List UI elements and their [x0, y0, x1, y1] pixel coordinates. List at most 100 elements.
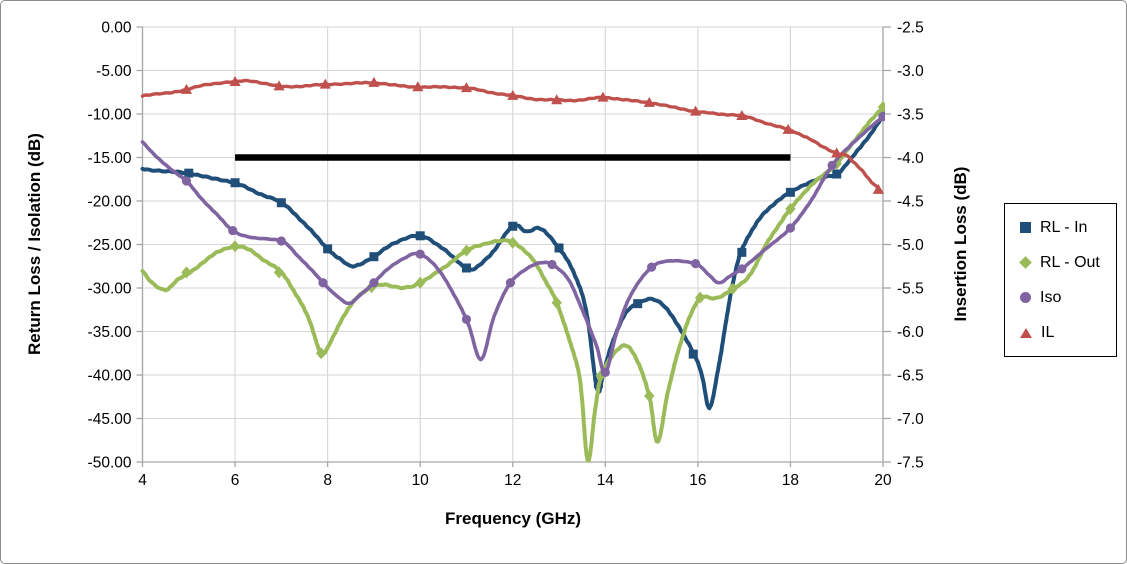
- circle-marker-icon: [737, 264, 747, 274]
- y-right-tick-label: -7.5: [897, 455, 924, 472]
- diamond-marker-icon: [877, 101, 885, 114]
- circle-marker-icon: [181, 176, 192, 186]
- legend-item-rl-in[interactable]: RL - In: [1020, 219, 1112, 237]
- y-right-tick-label: -5.5: [897, 281, 924, 298]
- y-right-tick-label: -5.0: [897, 237, 924, 254]
- square-marker-icon: [415, 231, 425, 241]
- series-iso[interactable]: [140, 112, 888, 377]
- square-marker-icon: [785, 187, 795, 197]
- triangle-marker-icon: [273, 80, 285, 91]
- x-tick-label: 16: [689, 472, 706, 489]
- circle-marker-icon: [461, 314, 472, 324]
- series-line: [140, 78, 882, 192]
- legend-item-iso[interactable]: Iso: [1020, 289, 1112, 307]
- triangle-marker-icon: [412, 81, 424, 92]
- tick-labels: 0.00 -5.00 -10.00 -15.00 -20.00 -25.00 -30.00 -…: [88, 20, 925, 490]
- x-tick-label: 6: [231, 472, 240, 489]
- triangle-marker-icon: [551, 94, 563, 105]
- y-right-tick-label: -6.5: [897, 368, 924, 385]
- diamond-marker-icon: [644, 389, 655, 402]
- diamond-marker-icon: [595, 369, 606, 382]
- triangle-marker-icon: [689, 105, 702, 116]
- circle-marker-icon: [878, 112, 885, 122]
- triangle-marker-icon: [831, 147, 843, 158]
- triangle-marker-icon: [180, 83, 193, 94]
- axes: [136, 26, 891, 467]
- diamond-marker-icon: [181, 266, 192, 279]
- x-tick-label: 18: [782, 472, 799, 489]
- diamond-marker-icon: [1019, 256, 1032, 269]
- triangle-marker-icon: [368, 76, 380, 87]
- triangle-marker-icon: [736, 109, 748, 120]
- y-axis-title-left: Return Loss / Isolation (dB): [25, 133, 44, 355]
- diamond-marker-icon: [414, 276, 426, 289]
- circle-marker-icon: [228, 225, 238, 236]
- circle-marker-icon: [369, 278, 379, 288]
- y-left-tick-label: -10.00: [88, 107, 132, 124]
- square-marker-icon: [184, 168, 194, 178]
- y-left-tick-label: -15.00: [88, 150, 132, 167]
- x-tick-label: 10: [412, 472, 430, 489]
- circle-marker-icon: [646, 262, 657, 272]
- square-marker-icon: [323, 244, 333, 254]
- diamond-marker-icon: [785, 202, 796, 215]
- legend-label: Iso: [1040, 288, 1062, 306]
- legend: RL - In RL - Out Iso IL: [1004, 203, 1117, 357]
- circle-marker-icon: [1020, 292, 1031, 303]
- y-right-tick-label: -3.5: [897, 107, 924, 124]
- diamond-marker-icon: [461, 244, 472, 257]
- legend-label: RL - Out: [1040, 253, 1100, 271]
- y-right-tick-label: -3.0: [897, 63, 924, 80]
- square-marker-icon: [688, 349, 698, 359]
- square-marker-icon: [554, 243, 564, 253]
- square-marker-icon: [737, 247, 747, 257]
- legend-item-rl-out[interactable]: RL - Out: [1019, 253, 1112, 272]
- y-left-tick-label: -45.00: [88, 411, 132, 428]
- diamond-marker-icon: [507, 236, 518, 249]
- circle-marker-icon: [276, 236, 286, 246]
- square-marker-icon: [369, 252, 379, 262]
- triangle-marker-icon: [782, 123, 794, 134]
- x-tick-label: 8: [323, 472, 332, 489]
- square-marker-icon: [461, 263, 471, 273]
- x-tick-label: 20: [874, 472, 892, 489]
- series-line: [140, 104, 885, 463]
- circle-marker-icon: [415, 249, 425, 259]
- square-marker-icon: [230, 178, 240, 188]
- triangle-marker-icon: [507, 89, 519, 100]
- y-left-tick-label: -50.00: [88, 455, 132, 472]
- y-right-tick-label: -4.5: [897, 194, 924, 211]
- series-il[interactable]: [140, 76, 884, 194]
- diamond-marker-icon: [694, 291, 706, 304]
- y-axis-title-right: Insertion Loss (dB): [951, 166, 970, 322]
- square-marker-icon: [832, 169, 842, 179]
- x-tick-label: 12: [504, 472, 521, 489]
- legend-item-il[interactable]: IL: [1020, 324, 1112, 342]
- x-tick-label: 14: [597, 472, 615, 489]
- y-left-tick-label: 0.00: [101, 20, 132, 37]
- square-marker-icon: [508, 221, 518, 231]
- y-right-tick-label: -2.5: [897, 20, 924, 37]
- legend-label: IL: [1041, 323, 1055, 341]
- y-left-tick-label: -30.00: [88, 281, 132, 298]
- x-tick-label: 4: [138, 472, 147, 489]
- triangle-marker-icon: [460, 82, 473, 93]
- diamond-marker-icon: [315, 347, 327, 360]
- diamond-marker-icon: [229, 240, 241, 253]
- triangle-marker-icon: [229, 76, 241, 87]
- triangle-marker-icon: [643, 96, 655, 107]
- square-marker-icon: [276, 198, 286, 208]
- diamond-marker-icon: [273, 266, 285, 279]
- y-right-tick-label: -6.0: [897, 324, 924, 341]
- circle-marker-icon: [505, 278, 516, 288]
- y-right-tick-label: -7.0: [897, 411, 924, 428]
- diamond-marker-icon: [727, 282, 738, 295]
- y-right-tick-label: -4.0: [897, 150, 924, 167]
- legend-label: RL - In: [1040, 218, 1088, 236]
- y-left-tick-label: -40.00: [88, 368, 132, 385]
- circle-marker-icon: [827, 160, 837, 170]
- circle-marker-icon: [690, 259, 701, 269]
- y-left-tick-label: -35.00: [88, 324, 132, 341]
